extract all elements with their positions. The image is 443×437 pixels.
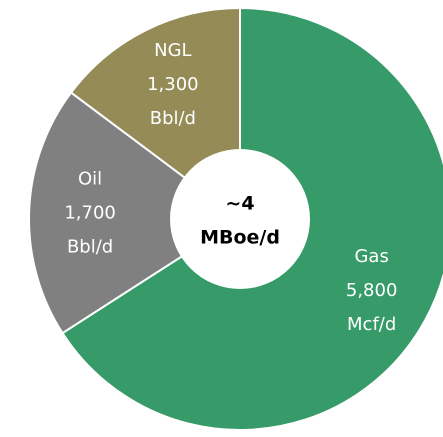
slice-category: NGL <box>154 40 191 61</box>
slice-unit: Bbl/d <box>150 108 196 129</box>
slice-value: 5,800 <box>346 280 398 301</box>
center-label: ~4 <box>225 193 254 215</box>
slice <box>28 91 242 335</box>
slice-unit: Mcf/d <box>347 314 396 335</box>
slice-value: 1,700 <box>64 203 116 224</box>
slice-value: 1,300 <box>147 74 199 95</box>
slice-unit: Bbl/d <box>67 237 113 258</box>
slice-category: Oil <box>78 169 102 190</box>
slice-category: Gas <box>354 246 388 267</box>
center-label: MBoe/d <box>200 227 280 249</box>
donut-hole <box>170 149 310 289</box>
